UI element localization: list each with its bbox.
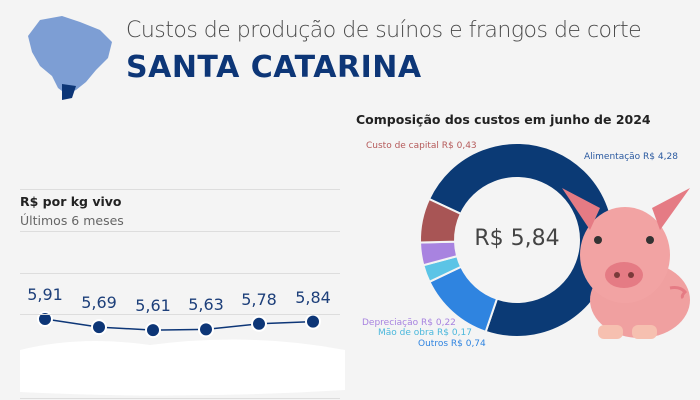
donut-center-total: R$ 5,84 (474, 226, 560, 251)
label-custo-capital: Custo de capital R$ 0,43 (366, 141, 477, 151)
data-point (198, 321, 214, 338)
data-point (37, 311, 53, 327)
data-point (305, 313, 321, 330)
page-title: SANTA CATARINA (126, 50, 422, 85)
line-chart-title: R$ por kg vivo (20, 194, 122, 209)
data-label: 5,69 (81, 293, 117, 313)
label-outros: Outros R$ 0,74 (418, 339, 486, 349)
series-line (44, 318, 314, 331)
data-point (251, 315, 267, 332)
label-depreciacao: Depreciação R$ 0,22 (362, 318, 456, 328)
page-subtitle: Custos de produção de suínos e frangos d… (126, 18, 642, 43)
divider (20, 189, 340, 190)
donut-title: Composição dos custos em junho de 2024 (356, 112, 651, 127)
label-alimentacao: Alimentação R$ 4,28 (584, 152, 678, 162)
divider (20, 231, 340, 232)
label-mao-de-obra: Mão de obra R$ 0,17 (378, 328, 472, 338)
data-label: 5,78 (241, 289, 277, 309)
data-point (145, 322, 161, 339)
data-label: 5,61 (135, 296, 171, 316)
data-label: 5,84 (295, 287, 331, 307)
slice-custo-de-capital (419, 197, 463, 244)
data-label: 5,63 (188, 295, 224, 315)
divider (20, 273, 340, 274)
divider (20, 314, 340, 315)
pig-illustration (562, 188, 690, 339)
data-label: 5,91 (27, 285, 63, 304)
data-point (91, 319, 107, 336)
line-chart (37, 311, 321, 339)
fog-overlay (20, 339, 345, 396)
brazil-map-icon (28, 16, 112, 100)
divider (20, 398, 340, 399)
line-chart-subtitle: Últimos 6 meses (20, 213, 124, 228)
